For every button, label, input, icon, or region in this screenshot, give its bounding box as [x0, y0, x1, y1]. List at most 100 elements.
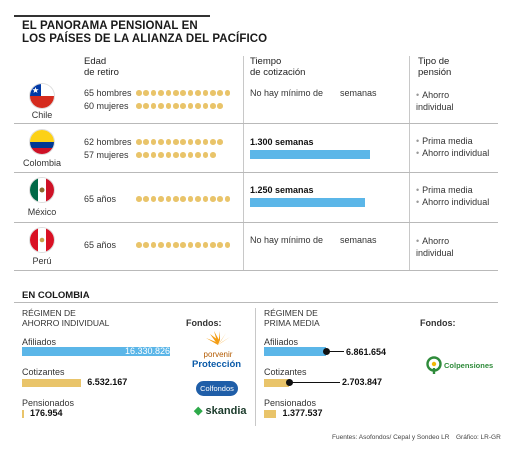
- age-dot: [136, 139, 142, 145]
- individual-bar-cotizantes: [22, 379, 82, 387]
- age-dot: [224, 90, 231, 96]
- age-dot: [158, 139, 164, 145]
- age-dot: [172, 103, 179, 109]
- row-divider: [14, 270, 498, 271]
- media-value-cotizantes: 2.703.847: [342, 377, 383, 387]
- age-dot: [158, 103, 164, 109]
- age-dot: [195, 196, 201, 202]
- age-dot: [209, 152, 216, 158]
- age-dot: [202, 152, 209, 158]
- age-dot: [143, 139, 149, 145]
- colombia-section-title: EN COLOMBIA: [22, 290, 90, 301]
- age-dot: [136, 90, 142, 96]
- age-dots: [136, 139, 223, 145]
- country-name-chile: Chile: [31, 110, 53, 120]
- media-bar-pensionados: [264, 410, 277, 418]
- colombia-flag-icon: [30, 130, 54, 154]
- media-title: RÉGIMEN DE PRIMA MEDIA: [264, 308, 320, 328]
- colfondos-name: Colfondos: [200, 384, 234, 393]
- age-dot: [150, 242, 157, 248]
- row-divider: [14, 123, 498, 124]
- individual-value-afiliados: 16.330.826: [124, 346, 170, 356]
- skandia-mark-icon: ◆: [194, 405, 203, 417]
- colpensiones-name: Colpensiones: [444, 360, 494, 370]
- age-dot: [195, 103, 201, 109]
- bar-label: Cotizantes: [22, 367, 65, 377]
- age-dot: [165, 90, 172, 96]
- page-title: EL PANORAMA PENSIONAL EN LOS PAÍSES DE L…: [22, 20, 268, 45]
- age-dot: [143, 103, 149, 109]
- age-dot: [202, 103, 209, 109]
- age-dot: [150, 139, 157, 145]
- porvenir-name: porvenir: [203, 350, 233, 359]
- age-dot: [143, 242, 149, 248]
- age-dot: [143, 90, 149, 96]
- pension-type: Ahorro individual: [416, 235, 476, 259]
- age-dots: [136, 103, 223, 109]
- bar-label: Cotizantes: [264, 367, 307, 377]
- media-bar-afiliados: [264, 347, 327, 356]
- skandia-logo: ◆ skandia: [194, 404, 247, 417]
- country-name-peru: Perú: [32, 256, 52, 266]
- media-value-pensionados: 1.377.537: [282, 408, 323, 418]
- age-dot: [172, 242, 179, 248]
- mexico-flag-icon: [30, 178, 54, 202]
- bar-label: Afiliados: [22, 337, 57, 347]
- age-dot: [172, 139, 179, 145]
- media-value-afiliados: 6.861.654: [346, 347, 387, 357]
- age-dot: [209, 139, 216, 145]
- peru-flag-icon: [30, 228, 54, 252]
- age-dot: [158, 242, 164, 248]
- age-dot: [150, 90, 157, 96]
- contribution-unit: semanas: [340, 235, 377, 245]
- fondos-label-media: Fondos:: [420, 318, 456, 328]
- separator-2: [409, 56, 410, 270]
- title-rule: [14, 15, 210, 17]
- age-dot: [217, 139, 223, 145]
- colpensiones-logo: Colpensiones: [426, 356, 493, 374]
- individual-bar-pensionados: [22, 410, 24, 418]
- age-dot: [158, 196, 164, 202]
- age-dot: [217, 242, 223, 248]
- age-dot: [136, 103, 142, 109]
- age-dot: [195, 90, 201, 96]
- bar-label: Afiliados: [264, 337, 299, 347]
- header-edad: Edad de retiro: [84, 56, 119, 78]
- contribution-bar: [250, 150, 370, 159]
- age-dot: [217, 196, 223, 202]
- age-dots: [136, 90, 231, 96]
- age-dot: [209, 90, 216, 96]
- individual-title: RÉGIMEN DE AHORRO INDIVIDUAL: [22, 308, 110, 328]
- bar-label: Pensionados: [264, 398, 317, 408]
- media-dot-afiliados: [323, 348, 331, 355]
- age-dot: [136, 152, 142, 158]
- media-line-cotizantes: [288, 382, 340, 383]
- age-dot: [217, 103, 223, 109]
- header-tipo: Tipo de pensión: [418, 56, 452, 78]
- age-dot: [202, 242, 209, 248]
- separator-1: [243, 56, 244, 270]
- age-dot: [143, 152, 149, 158]
- age-dot: [195, 139, 201, 145]
- age-dot: [187, 196, 194, 202]
- age-label: 65 años: [84, 194, 117, 204]
- age-dot: [180, 152, 186, 158]
- age-dot: [136, 196, 142, 202]
- age-dot: [187, 139, 194, 145]
- pension-type: Ahorro individual: [416, 89, 476, 113]
- fondos-label-individual: Fondos:: [186, 318, 222, 328]
- age-dot: [172, 196, 179, 202]
- media-dot-cotizantes: [285, 379, 293, 386]
- proteccion-name: Protección: [192, 359, 242, 370]
- age-dot: [165, 242, 172, 248]
- chile-flag-icon: [30, 84, 54, 108]
- age-dot: [217, 90, 223, 96]
- colpensiones-mark-icon: [426, 356, 442, 374]
- pension-type: Ahorro individual: [416, 196, 489, 208]
- age-dot: [180, 242, 186, 248]
- contribution-bar: [250, 198, 366, 207]
- age-dot: [187, 242, 194, 248]
- individual-value-cotizantes: 6.532.167: [87, 377, 128, 387]
- age-dot: [202, 90, 209, 96]
- porvenir-logo: porvenir: [196, 330, 240, 359]
